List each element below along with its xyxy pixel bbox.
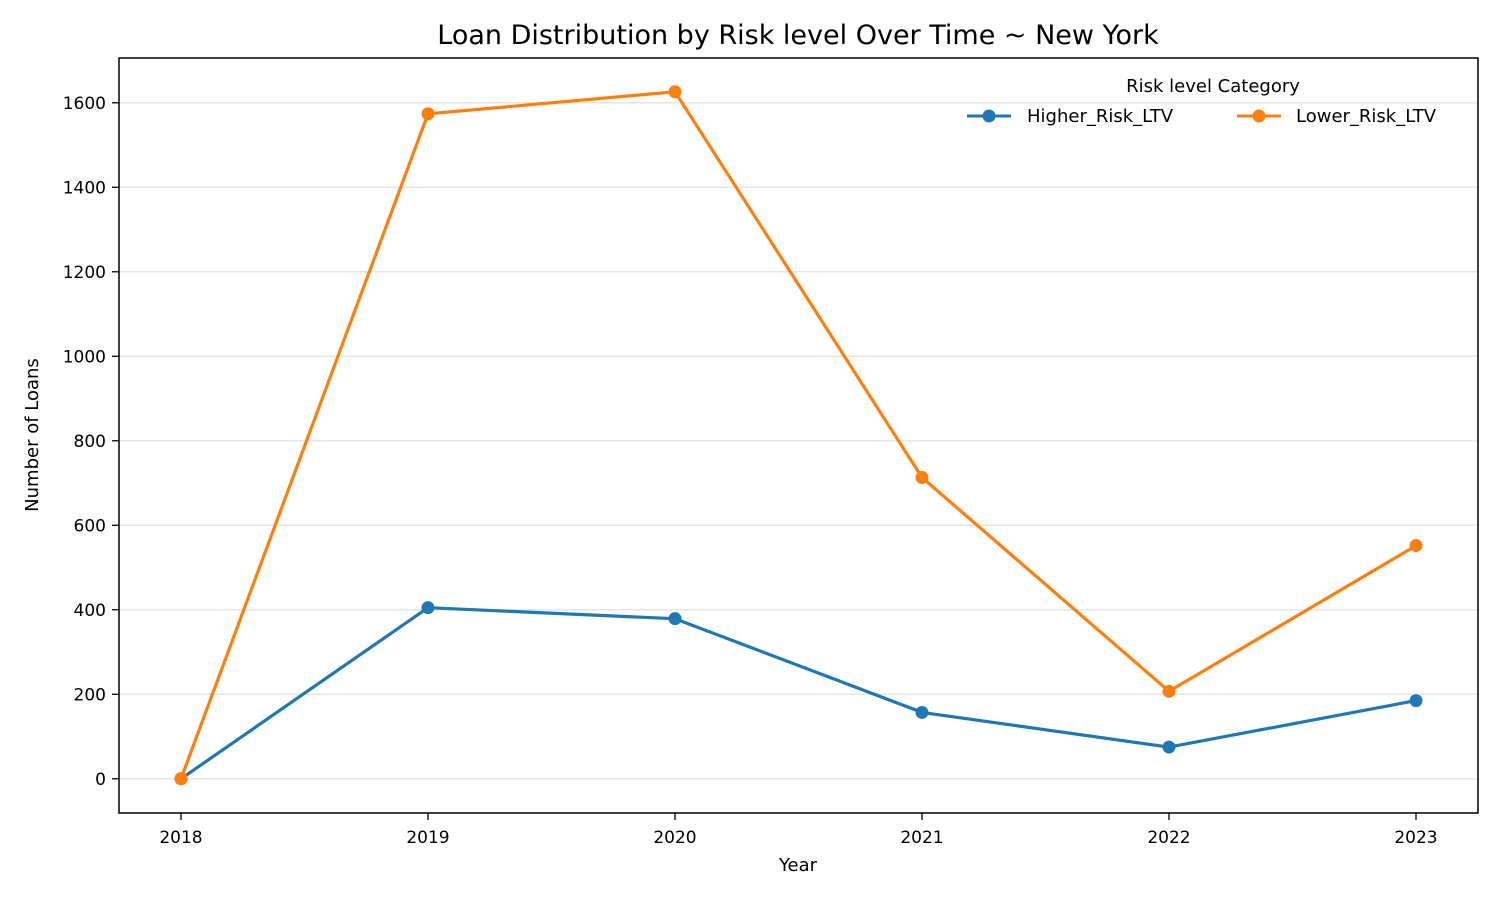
y-tick-label-400: 400 <box>74 601 106 621</box>
point-higher-risk-ltv-2020 <box>668 612 682 626</box>
point-lower-risk-ltv-2020 <box>668 85 682 99</box>
plot-frame <box>118 57 1479 814</box>
series-lines <box>174 85 1423 786</box>
legend-label-higher-risk: Higher_Risk_LTV <box>1027 106 1174 127</box>
y-axis-label: Number of Loans <box>22 358 43 512</box>
point-lower-risk-ltv-2023 <box>1409 539 1423 553</box>
x-tick-label-2023: 2023 <box>1394 828 1437 848</box>
y-tick-label-200: 200 <box>74 685 106 705</box>
point-higher-risk-ltv-2023 <box>1409 694 1423 708</box>
x-axis-label: Year <box>778 855 818 876</box>
y-tick-label-0: 0 <box>95 770 106 790</box>
legend: Risk level Category Higher_Risk_LTV Lowe… <box>967 76 1437 127</box>
point-higher-risk-ltv-2022 <box>1162 740 1176 754</box>
x-tick-label-2021: 2021 <box>900 828 943 848</box>
point-higher-risk-ltv-2019 <box>421 601 435 615</box>
legend-item-higher-risk: Higher_Risk_LTV <box>967 106 1174 127</box>
chart-title: Loan Distribution by Risk level Over Tim… <box>437 20 1159 51</box>
legend-item-lower-risk: Lower_Risk_LTV <box>1237 106 1437 127</box>
legend-title: Risk level Category <box>1126 76 1300 97</box>
gridlines <box>119 102 1478 780</box>
x-tick-label-2022: 2022 <box>1147 828 1190 848</box>
series-line-lower-risk-ltv <box>179 90 1418 781</box>
point-higher-risk-ltv-2021 <box>915 705 929 719</box>
series-line-higher-risk-ltv <box>179 606 1418 781</box>
y-tick-label-800: 800 <box>74 432 106 452</box>
axis-ticks: 0 200 400 600 800 1000 1200 1400 1600 2018 2019 202… <box>63 94 1438 848</box>
x-tick-label-2018: 2018 <box>159 828 202 848</box>
legend-marker-higher-risk <box>982 109 996 123</box>
y-tick-label-1600: 1600 <box>63 94 106 114</box>
point-lower-risk-ltv-2022 <box>1162 684 1176 698</box>
point-lower-risk-ltv-2018 <box>174 772 188 786</box>
y-tick-label-1200: 1200 <box>63 263 106 283</box>
x-tick-label-2019: 2019 <box>406 828 449 848</box>
y-tick-label-1000: 1000 <box>63 347 106 367</box>
legend-marker-lower-risk <box>1252 109 1266 123</box>
y-tick-label-600: 600 <box>74 516 106 536</box>
point-lower-risk-ltv-2019 <box>421 107 435 121</box>
y-tick-label-1400: 1400 <box>63 178 106 198</box>
point-lower-risk-ltv-2021 <box>915 471 929 485</box>
x-tick-label-2020: 2020 <box>653 828 696 848</box>
legend-label-lower-risk: Lower_Risk_LTV <box>1296 106 1437 127</box>
